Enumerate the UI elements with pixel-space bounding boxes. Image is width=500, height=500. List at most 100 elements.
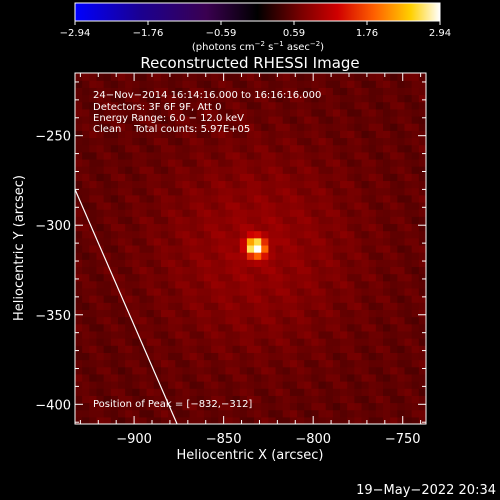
heatmap-cell — [375, 209, 384, 217]
heatmap-cell — [89, 416, 98, 424]
heatmap-cell — [110, 123, 119, 131]
heatmap-cell — [289, 237, 298, 246]
heatmap-cell — [125, 287, 133, 296]
heatmap-cell — [75, 295, 83, 303]
heatmap-cell — [117, 194, 126, 203]
heatmap-cell — [103, 280, 112, 289]
heatmap-cell — [218, 137, 227, 146]
heatmap-cell — [239, 130, 248, 139]
heatmap-cell — [340, 266, 348, 275]
heatmap-cell — [160, 108, 169, 117]
heatmap-cell — [368, 237, 377, 246]
heatmap-cell — [397, 201, 406, 210]
heatmap-cell — [82, 187, 90, 196]
heatmap-cell — [332, 73, 341, 81]
heatmap-cell — [318, 216, 327, 225]
heatmap-cell — [239, 323, 248, 332]
heatmap-cell — [153, 252, 162, 260]
heatmap-cell — [89, 80, 98, 88]
heatmap-cell — [182, 115, 191, 124]
heatmap-cell — [311, 123, 320, 131]
heatmap-cell — [282, 302, 291, 310]
heatmap-cell — [146, 280, 155, 289]
heatmap-cell — [332, 223, 341, 232]
heatmap-cell — [139, 416, 148, 424]
heatmap-cell — [332, 323, 341, 332]
heatmap-cell — [268, 287, 277, 296]
heatmap-cell — [239, 101, 248, 110]
heatmap-cell — [189, 101, 198, 110]
heatmap-cell — [132, 280, 141, 289]
heatmap-cell — [203, 266, 212, 275]
heatmap-cell — [275, 209, 284, 217]
heatmap-cell — [254, 252, 262, 260]
heatmap-cell — [125, 338, 133, 346]
heatmap-cell — [117, 352, 126, 361]
heatmap-cell — [117, 366, 126, 375]
heatmap-cell — [153, 259, 162, 267]
heatmap-cell — [218, 216, 227, 225]
heatmap-cell — [254, 402, 262, 411]
heatmap-cell — [89, 230, 98, 239]
heatmap-cell — [139, 287, 148, 296]
heatmap-cell — [340, 144, 348, 153]
heatmap-cell — [325, 338, 334, 346]
heatmap-cell — [325, 166, 334, 174]
heatmap-cell — [239, 223, 248, 232]
heatmap-cell — [196, 345, 205, 353]
heatmap-cell — [340, 287, 348, 296]
heatmap-cell — [383, 130, 391, 139]
heatmap-cell — [411, 144, 420, 153]
heatmap-cell — [160, 359, 169, 368]
heatmap-cell — [268, 352, 277, 361]
heatmap-cell — [96, 295, 105, 303]
heatmap-cell — [254, 359, 262, 368]
heatmap-cell — [254, 388, 262, 396]
heatmap-cell — [196, 194, 205, 203]
heatmap-cell — [189, 259, 198, 267]
heatmap-cell — [297, 187, 305, 196]
heatmap-cell — [182, 409, 191, 418]
heatmap-cell — [289, 302, 298, 310]
heatmap-cell — [246, 201, 255, 210]
heatmap-cell — [239, 259, 248, 267]
heatmap-cell — [390, 201, 398, 210]
heatmap-cell — [375, 187, 384, 196]
heatmap-cell — [311, 80, 320, 88]
heatmap-cell — [146, 173, 155, 182]
heatmap-cell — [361, 101, 370, 110]
heatmap-cell — [160, 144, 169, 153]
heatmap-cell — [110, 330, 119, 339]
heatmap-cell — [103, 216, 112, 225]
heatmap-cell — [418, 180, 426, 189]
heatmap-cell — [153, 352, 162, 361]
heatmap-cell — [225, 352, 234, 361]
heatmap-cell — [390, 187, 398, 196]
heatmap-cell — [232, 230, 241, 239]
heatmap-cell — [189, 108, 198, 117]
heatmap-cell — [189, 266, 198, 275]
heatmap-cell — [275, 416, 284, 424]
heatmap-cell — [340, 252, 348, 260]
heatmap-cell — [297, 166, 305, 174]
heatmap-cell — [168, 359, 176, 368]
heatmap-cell — [304, 80, 312, 88]
heatmap-cell — [189, 173, 198, 182]
heatmap-cell — [146, 345, 155, 353]
heatmap-cell — [203, 123, 212, 131]
heatmap-cell — [304, 209, 312, 217]
heatmap-cell — [347, 137, 355, 146]
heatmap-cell — [196, 287, 205, 296]
heatmap-cell — [289, 252, 298, 260]
heatmap-cell — [375, 373, 384, 382]
heatmap-cell — [232, 295, 241, 303]
heatmap-cell — [96, 201, 105, 210]
heatmap-cell — [397, 194, 406, 203]
heatmap-cell — [96, 316, 105, 325]
heatmap-cell — [96, 352, 105, 361]
heatmap-cell — [189, 87, 198, 96]
heatmap-cell — [75, 309, 83, 318]
heatmap-cell — [110, 280, 119, 289]
heatmap-cell — [332, 151, 341, 160]
heatmap-cell — [232, 194, 241, 203]
